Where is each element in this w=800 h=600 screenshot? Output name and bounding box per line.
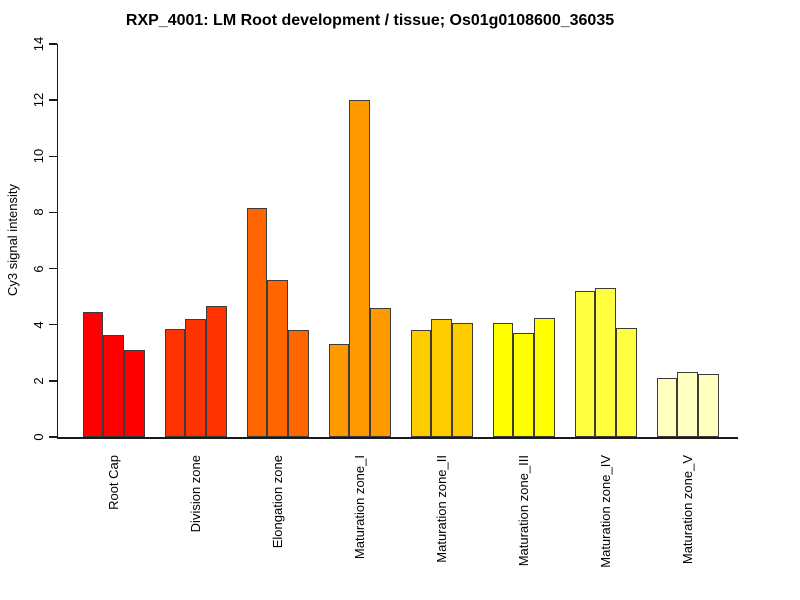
y-tick-label: 6	[31, 264, 46, 273]
y-tick-label: 4	[31, 321, 46, 329]
bar	[431, 319, 453, 437]
bar	[595, 288, 617, 437]
bar	[164, 328, 186, 437]
y-tick-label: 10	[31, 149, 46, 164]
y-axis-line	[56, 44, 58, 439]
bar	[698, 373, 719, 437]
y-tick-label: 8	[31, 208, 46, 217]
y-tick-mark	[49, 436, 57, 438]
x-axis-label: Maturation zone_I	[351, 455, 367, 560]
x-axis-label: Elongation zone	[269, 455, 285, 549]
y-tick-mark	[49, 43, 57, 45]
y-tick-label: 2	[31, 377, 46, 385]
y-tick-mark	[49, 267, 57, 270]
bar	[349, 100, 371, 437]
chart-title: RXP_4001: LM Root development / tissue; …	[125, 12, 615, 29]
bar	[267, 279, 289, 437]
bar	[574, 291, 596, 437]
y-tick-mark	[49, 155, 57, 158]
x-axis-label: Maturation zone_V	[679, 455, 695, 565]
bar	[82, 312, 104, 437]
y-tick-label: 14	[31, 36, 46, 52]
bar	[103, 334, 125, 437]
x-axis-label: Maturation zone_III	[515, 455, 531, 567]
bar	[656, 378, 678, 437]
bar	[206, 306, 227, 437]
bar	[124, 349, 145, 437]
x-axis-label: Root Cap	[105, 455, 121, 510]
x-axis-label: Maturation zone_IV	[597, 455, 613, 568]
bar	[185, 319, 207, 437]
bar	[534, 317, 555, 437]
bar	[513, 333, 535, 437]
bar	[492, 323, 514, 437]
y-tick-mark	[49, 99, 57, 101]
bar	[328, 344, 350, 437]
bar	[246, 208, 268, 437]
y-axis-title: Cy3 signal intensity	[5, 184, 20, 296]
bar	[370, 307, 391, 437]
bar	[677, 372, 699, 437]
y-tick-label: 12	[31, 92, 46, 108]
bar	[410, 330, 432, 437]
y-tick-label: 0	[31, 433, 46, 441]
x-axis-label: Maturation zone_II	[433, 455, 449, 563]
bar	[452, 323, 473, 437]
y-tick-mark	[49, 211, 57, 214]
bar	[288, 330, 309, 437]
bar	[616, 327, 637, 437]
x-axis-line	[56, 437, 738, 439]
x-axis-label: Division zone	[187, 455, 203, 533]
y-tick-mark	[49, 323, 57, 326]
y-tick-mark	[49, 380, 57, 382]
